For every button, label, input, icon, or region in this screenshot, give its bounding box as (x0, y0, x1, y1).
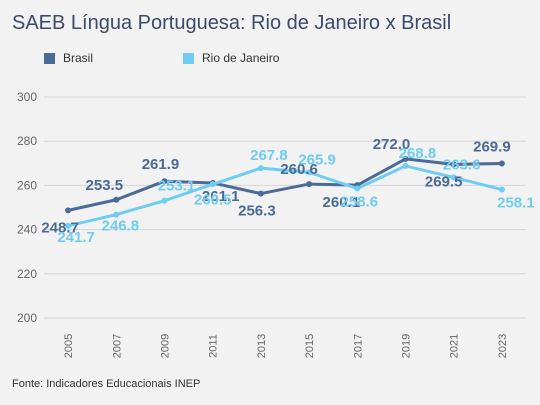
data-label-1-3: 260.5 (194, 191, 232, 208)
data-point-0-9 (498, 160, 505, 167)
data-point-1-2 (161, 197, 168, 204)
data-label-0-2: 261.9 (142, 156, 180, 173)
data-point-0-8 (450, 161, 457, 168)
x-tick-label-2015: 2015 (304, 334, 316, 358)
data-point-0-5 (306, 181, 313, 188)
data-label-0-9: 269.9 (473, 139, 511, 156)
legend-item-brasil[interactable]: Brasil (44, 50, 93, 66)
x-tick-label-2017: 2017 (352, 334, 364, 358)
x-tick-label-2011: 2011 (208, 334, 220, 358)
legend-item-rio[interactable]: Rio de Janeiro (183, 50, 279, 66)
series-line-1 (67, 164, 503, 228)
data-label-0-1: 253.5 (86, 177, 124, 194)
legend-swatch-rio (183, 52, 194, 64)
source-note: Fonte: Indicadores Educacionais INEP (12, 378, 201, 390)
data-label-1-9: 258.1 (497, 195, 535, 212)
y-tick-label-300: 300 (17, 90, 37, 104)
data-point-1-8 (450, 174, 457, 181)
legend-label-brasil: Brasil (63, 51, 94, 65)
data-label-0-5: 260.6 (280, 161, 318, 178)
x-tick-label-2019: 2019 (401, 334, 413, 358)
data-label-0-4: 256.3 (238, 203, 276, 220)
data-point-0-7 (402, 155, 409, 162)
data-point-0-0 (65, 207, 72, 214)
data-label-0-7: 272.0 (373, 136, 411, 153)
x-tick-label-2007: 2007 (111, 334, 123, 358)
data-label-1-0: 241.7 (57, 229, 95, 246)
data-point-0-1 (113, 196, 120, 203)
data-label-0-3: 261.1 (202, 188, 240, 205)
data-label-0-8: 269.5 (425, 173, 463, 190)
chart-title: SAEB Língua Portuguesa: Rio de Janeiro x… (12, 12, 452, 34)
data-label-0-0: 248.7 (41, 219, 79, 236)
y-tick-label-280: 280 (17, 134, 37, 148)
x-tick-label-2023: 2023 (497, 334, 509, 358)
x-tick-label-2013: 2013 (256, 334, 268, 358)
series-line-0 (67, 157, 502, 212)
data-label-1-4: 267.8 (250, 147, 288, 164)
data-point-1-5 (306, 169, 313, 176)
y-tick-label-260: 260 (17, 178, 37, 192)
data-label-1-7: 268.8 (399, 145, 437, 162)
data-point-1-0 (65, 222, 72, 229)
data-label-1-8: 263.6 (443, 156, 481, 173)
legend-swatch-brasil (44, 52, 55, 64)
y-tick-label-240: 240 (17, 223, 37, 237)
data-point-1-4 (257, 165, 264, 172)
data-point-1-1 (113, 211, 120, 218)
data-label-1-1: 246.8 (102, 218, 140, 235)
data-label-1-5: 265.9 (298, 151, 336, 168)
data-point-1-3 (209, 181, 216, 188)
data-point-1-7 (402, 162, 409, 169)
data-label-1-6: 258.6 (341, 193, 379, 210)
x-tick-label-2005: 2005 (63, 334, 75, 358)
data-point-0-2 (161, 178, 168, 185)
data-label-1-2: 253.1 (158, 178, 196, 195)
y-tick-label-200: 200 (17, 311, 37, 325)
legend-label-rio: Rio de Janeiro (202, 51, 280, 65)
x-tick-label-2021: 2021 (449, 334, 461, 358)
data-label-0-6: 260.1 (323, 194, 361, 211)
y-tick-label-220: 220 (17, 267, 37, 281)
data-point-1-9 (498, 186, 505, 193)
data-point-0-4 (257, 190, 264, 197)
x-tick-label-2009: 2009 (160, 334, 172, 358)
data-point-1-6 (354, 185, 361, 192)
